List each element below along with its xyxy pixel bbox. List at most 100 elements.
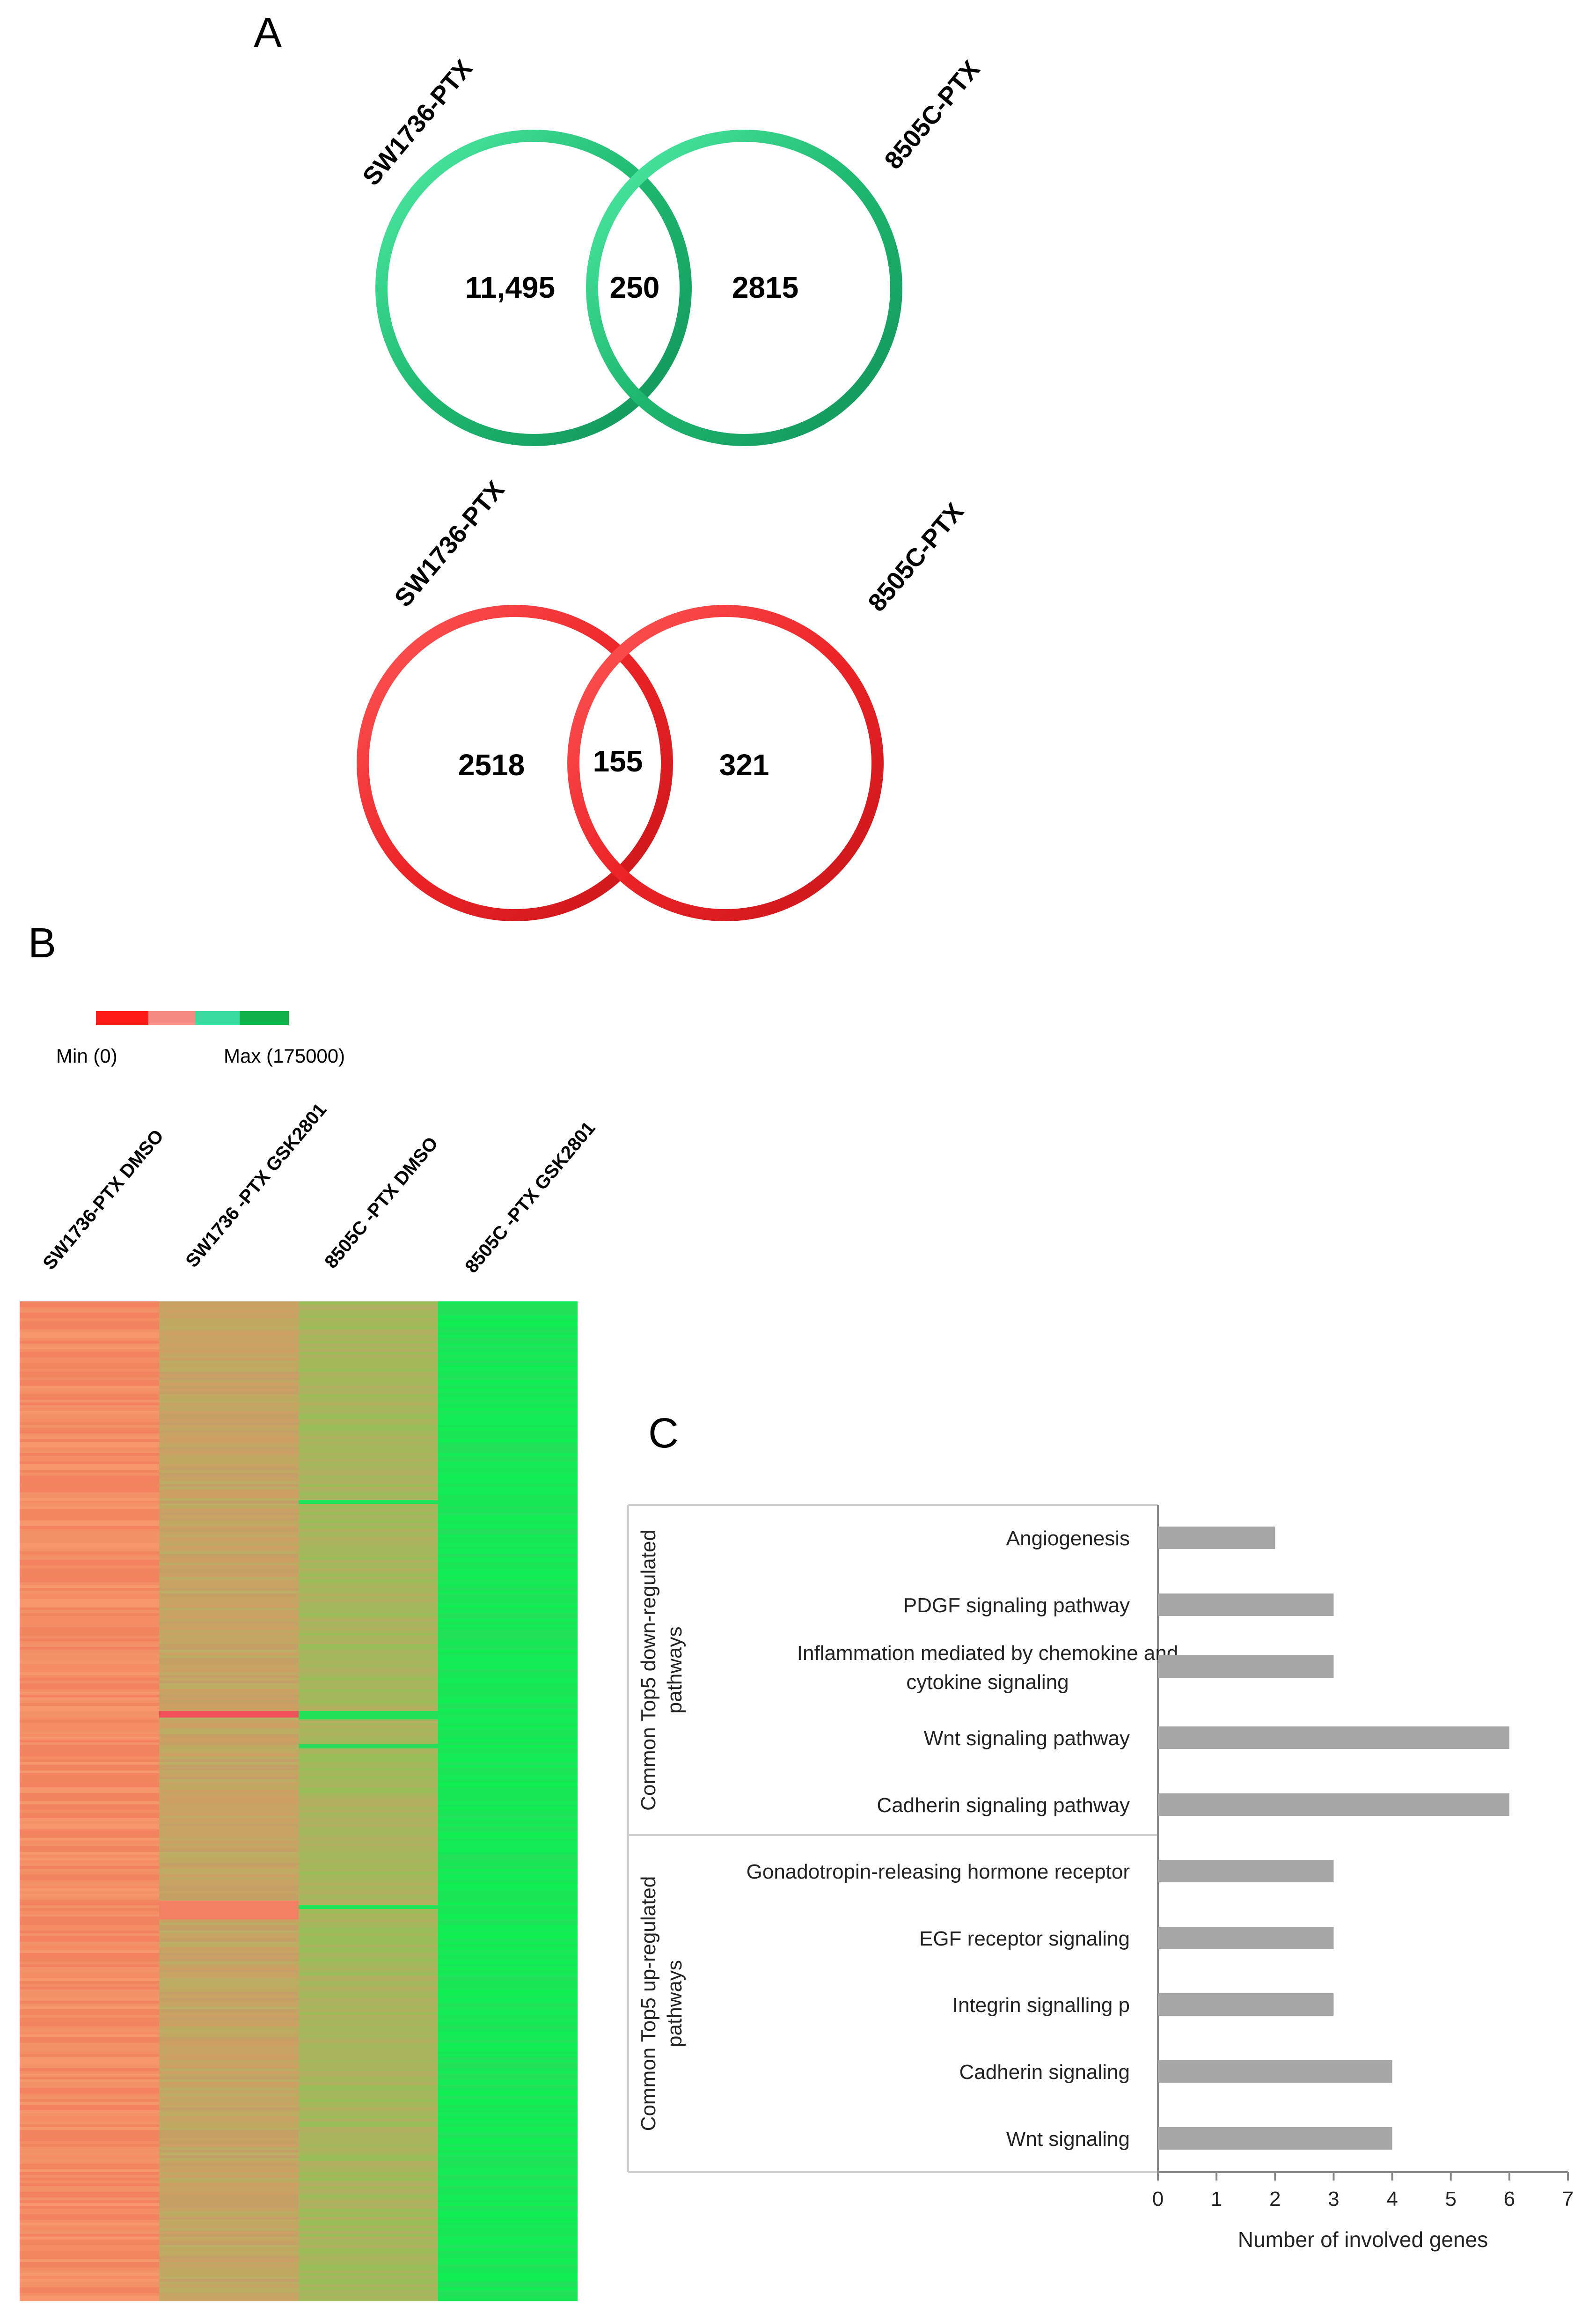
heatmap-row (299, 2046, 438, 2049)
heatmap-row (299, 2099, 438, 2102)
heatmap-row (20, 1667, 159, 1669)
heatmap-row (159, 2116, 299, 2119)
x-axis-title: Number of involved genes (1238, 2227, 1488, 2252)
heatmap-row (299, 1700, 438, 1703)
heatmap-row (299, 2127, 438, 2130)
heatmap-row (20, 1461, 159, 1464)
heatmap-row (20, 1922, 159, 1925)
heatmap-row (299, 1689, 438, 1692)
heatmap-row (159, 1740, 299, 1742)
heatmap-row (159, 1782, 299, 1784)
heatmap-row (299, 1855, 438, 1858)
heatmap-row (438, 1787, 578, 1790)
heatmap-row (159, 1880, 299, 1883)
heatmap-row (159, 2043, 299, 2046)
bar (1158, 1793, 1509, 1816)
heatmap-row (159, 1549, 299, 1551)
heatmap-row (20, 1737, 159, 1740)
heatmap-row (438, 1554, 578, 1557)
heatmap-row (20, 1849, 159, 1852)
heatmap-row (438, 1894, 578, 1897)
heatmap-row (159, 2026, 299, 2029)
heatmap-row (299, 1560, 438, 1563)
heatmap-row (438, 2040, 578, 2043)
heatmap-row (438, 1419, 578, 1422)
heatmap-row (299, 1523, 438, 1526)
heatmap-row (159, 1695, 299, 1697)
heatmap-row (299, 2012, 438, 2015)
heatmap-row (159, 1512, 299, 1515)
heatmap-row (438, 1990, 578, 1992)
heatmap-row (438, 2155, 578, 2158)
heatmap-row (299, 1652, 438, 1655)
heatmap-row (438, 1967, 578, 1970)
heatmap-row (20, 1911, 159, 1914)
heatmap-row (159, 1756, 299, 1759)
heatmap-row (438, 1349, 578, 1352)
heatmap-row (159, 1810, 299, 1813)
heatmap-row (299, 1577, 438, 1579)
heatmap-row (20, 1526, 159, 1529)
heatmap-row (159, 1526, 299, 1529)
heatmap-row (20, 1832, 159, 1835)
heatmap-row (20, 1329, 159, 1332)
heatmap-row (159, 1863, 299, 1866)
heatmap-row (159, 1332, 299, 1335)
heatmap-row (438, 2122, 578, 2124)
heatmap-row (20, 1964, 159, 1967)
heatmap-row (438, 2037, 578, 2040)
heatmap-row (159, 2268, 299, 2270)
heatmap-row (299, 2124, 438, 2127)
heatmap-row (438, 1672, 578, 1675)
heatmap-row (299, 1321, 438, 1324)
heatmap-row (438, 1571, 578, 1574)
heatmap-row (299, 1768, 438, 1770)
heatmap-row (159, 1891, 299, 1894)
heatmap-row (299, 1877, 438, 1880)
heatmap-row (159, 1304, 299, 1307)
heatmap-row (20, 1431, 159, 1433)
heatmap-row (20, 1650, 159, 1652)
heatmap-row (299, 1886, 438, 1888)
heatmap-row (159, 2262, 299, 2265)
heatmap-row (299, 1925, 438, 1928)
heatmap-row (438, 2214, 578, 2217)
heatmap-row (438, 1813, 578, 1815)
heatmap-row (159, 1624, 299, 1627)
heatmap-row (438, 2197, 578, 2200)
heatmap-row (159, 1787, 299, 1790)
heatmap-row (20, 1504, 159, 1506)
heatmap-row (20, 1498, 159, 1501)
heatmap-row (299, 1843, 438, 1846)
heatmap-row (159, 1341, 299, 1344)
heatmap-row (438, 2206, 578, 2209)
heatmap-row (159, 1616, 299, 1619)
heatmap-row (438, 2046, 578, 2049)
heatmap-row (438, 1908, 578, 1911)
heatmap-row (438, 2012, 578, 2015)
heatmap-row (299, 1860, 438, 1863)
heatmap-row (299, 2273, 438, 2276)
heatmap-row (299, 1801, 438, 1804)
heatmap-row (438, 2029, 578, 2032)
heatmap-row (299, 2164, 438, 2166)
heatmap-row (299, 2217, 438, 2220)
heatmap-row (20, 1695, 159, 1697)
heatmap-row (20, 2009, 159, 2012)
heatmap-row (159, 1841, 299, 1843)
legend-min-label: Min (0) (56, 1045, 117, 1067)
heatmap-row (159, 1363, 299, 1366)
venn-red-overlap-count: 155 (593, 744, 643, 778)
heatmap-row (438, 1658, 578, 1661)
heatmap-row (20, 1588, 159, 1591)
heatmap-row (438, 1445, 578, 1447)
heatmap-row (20, 1925, 159, 1928)
heatmap-row (438, 1796, 578, 1799)
heatmap-row (299, 1481, 438, 1484)
heatmap-row (159, 2152, 299, 2155)
heatmap-row (20, 1683, 159, 1686)
heatmap-row (438, 1675, 578, 1678)
heatmap-row (159, 1405, 299, 1408)
heatmap-row (159, 1669, 299, 1672)
heatmap-row (20, 1703, 159, 1706)
